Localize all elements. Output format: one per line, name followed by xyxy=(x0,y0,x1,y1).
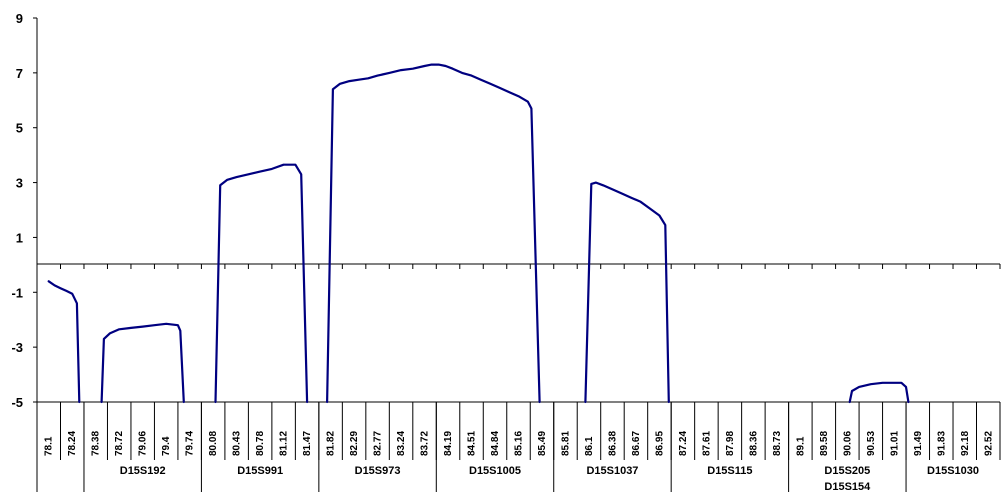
lod-curve-segment xyxy=(214,163,309,404)
x-tick-label: 78.38 xyxy=(91,431,102,456)
marker-label: D15S1005 xyxy=(469,465,521,477)
x-tick-label: 91.83 xyxy=(936,431,947,456)
lod-curve-segment xyxy=(326,63,541,404)
x-tick-label: 88.36 xyxy=(748,431,759,456)
x-tick-label: 83.72 xyxy=(420,431,431,456)
lod-curve-segment xyxy=(47,280,81,404)
marker-labels: D15S192 D15S991 D15S973 D15S1005 D15S1037 D15… xyxy=(120,465,979,493)
marker-label: D15S154 xyxy=(824,481,871,493)
x-tick-label: 87.24 xyxy=(678,431,689,456)
x-tick-label: 80.78 xyxy=(255,431,266,456)
x-tick-label: 86.38 xyxy=(607,431,618,456)
x-tick-label: 79.4 xyxy=(161,436,172,456)
x-tick-label: 79.06 xyxy=(138,431,149,456)
lod-curve xyxy=(47,63,910,404)
x-tick-label: 86.67 xyxy=(631,431,642,456)
x-tick-label: 81.12 xyxy=(279,431,290,456)
y-axis-labels: 9 7 5 3 1 -1 -3 -5 xyxy=(11,11,23,410)
marker-label: D15S192 xyxy=(120,465,166,477)
lod-curve-segment xyxy=(848,381,910,404)
x-tick-label: 87.98 xyxy=(725,431,736,456)
x-tick-label: 86.95 xyxy=(654,431,665,456)
x-tick-label: 87.61 xyxy=(701,431,712,456)
x-tick-label: 82.77 xyxy=(373,431,384,456)
y-tick-label: -1 xyxy=(11,285,23,300)
y-tick-label: 5 xyxy=(16,121,23,136)
x-tick-label: 91.49 xyxy=(913,431,924,456)
x-tick-label: 82.29 xyxy=(349,431,360,456)
x-tick-label: 83.24 xyxy=(396,431,407,456)
axes-layer xyxy=(33,17,1001,492)
y-tick-label: 3 xyxy=(16,176,23,191)
x-axis-labels: 78.1 78.24 78.38 78.72 79.06 79.4 79.74 80.08 80… xyxy=(44,431,995,456)
x-tick-label: 90.06 xyxy=(842,431,853,456)
x-tick-label: 80.08 xyxy=(208,431,219,456)
lod-curve-segment xyxy=(584,181,670,404)
x-tick-label: 79.74 xyxy=(185,431,196,456)
x-tick-label: 78.72 xyxy=(114,431,125,456)
x-tick-label: 84.84 xyxy=(490,431,501,456)
y-tick-label: -3 xyxy=(11,340,23,355)
y-tick-label: 9 xyxy=(16,11,23,26)
x-tick-label: 85.49 xyxy=(537,431,548,456)
x-tick-label: 92.52 xyxy=(983,431,994,456)
x-tick-label: 81.47 xyxy=(302,431,313,456)
lod-curve-segment xyxy=(100,322,185,404)
x-tick-label: 84.51 xyxy=(467,431,478,456)
x-tick-label: 84.19 xyxy=(443,431,454,456)
x-tick-label: 78.24 xyxy=(67,431,78,456)
x-tick-label: 78.1 xyxy=(44,436,55,456)
x-tick-label: 89.58 xyxy=(819,431,830,456)
marker-label: D15S1030 xyxy=(927,465,979,477)
y-tick-label: 1 xyxy=(16,230,23,245)
x-tick-label: 85.81 xyxy=(560,431,571,456)
x-tick-label: 80.43 xyxy=(232,431,243,456)
marker-label: D15S973 xyxy=(355,465,401,477)
marker-label: D15S991 xyxy=(237,465,283,477)
x-tick-label: 89.1 xyxy=(795,436,806,456)
x-tick-label: 90.53 xyxy=(866,431,877,456)
x-tick-label: 85.16 xyxy=(514,431,525,456)
x-tick-label: 92.18 xyxy=(960,431,971,456)
marker-label: D15S115 xyxy=(707,465,752,477)
x-tick-label: 86.1 xyxy=(584,436,595,456)
x-tick-label: 81.82 xyxy=(326,431,337,456)
y-tick-label: -5 xyxy=(11,395,23,410)
marker-label: D15S1037 xyxy=(586,465,638,477)
x-tick-label: 91.01 xyxy=(889,431,900,456)
marker-label: D15S205 xyxy=(824,465,870,477)
y-tick-label: 7 xyxy=(16,66,23,81)
x-tick-label: 88.73 xyxy=(772,431,783,456)
